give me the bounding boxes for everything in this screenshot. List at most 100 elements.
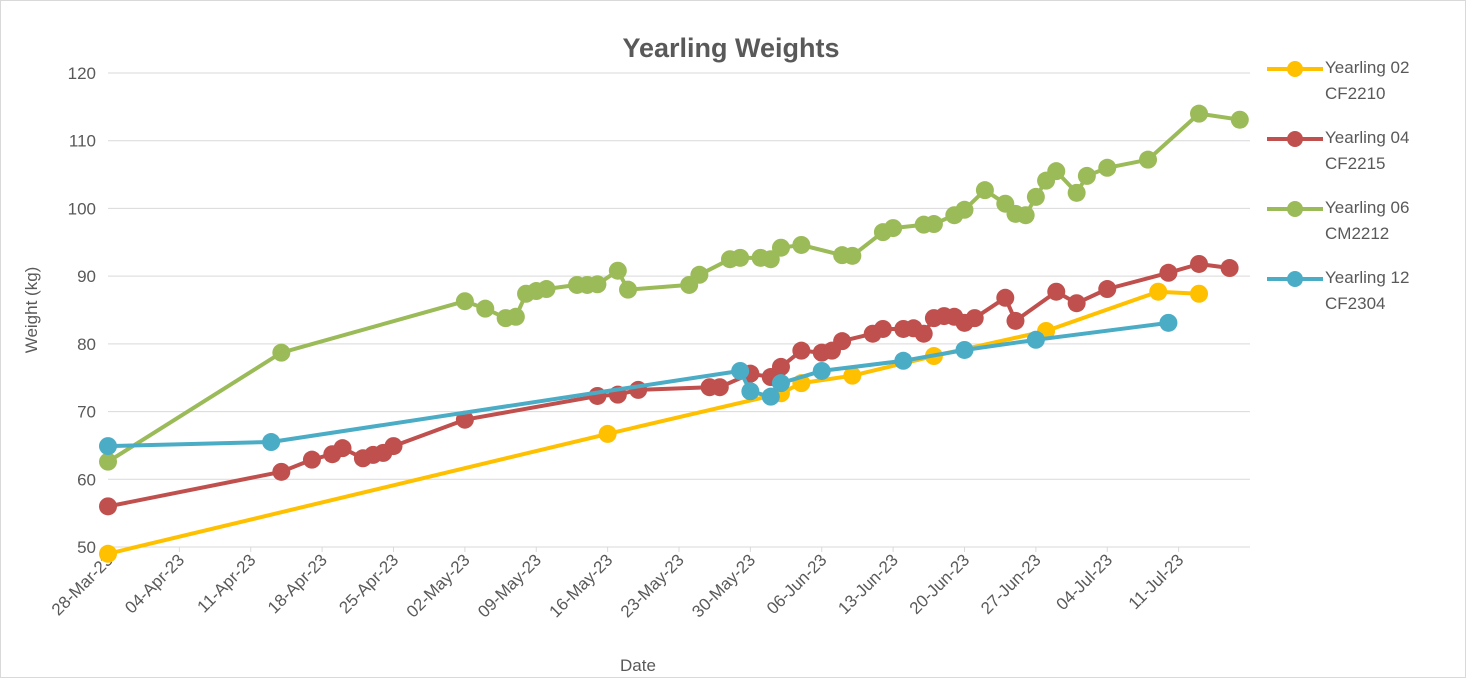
x-tick-label: 20-Jun-23	[906, 550, 974, 618]
y-axis-title: Weight (kg)	[22, 267, 41, 354]
x-tick-label: 06-Jun-23	[763, 550, 831, 618]
data-point	[1190, 104, 1209, 123]
x-tick-label: 23-May-23	[617, 550, 688, 621]
data-point	[1067, 294, 1086, 313]
data-point	[1098, 158, 1117, 177]
data-point	[710, 378, 729, 397]
x-tick-label: 09-May-23	[474, 550, 545, 621]
data-point	[272, 343, 291, 362]
data-point	[608, 261, 627, 280]
y-tick-label: 80	[77, 335, 96, 354]
data-point	[843, 246, 862, 265]
y-tick-label: 120	[68, 64, 96, 83]
data-point	[996, 288, 1015, 307]
data-point	[598, 424, 617, 443]
data-point	[771, 238, 790, 257]
data-point	[1230, 110, 1249, 129]
data-point	[1149, 282, 1168, 301]
data-point	[333, 439, 352, 458]
data-point	[955, 340, 974, 359]
x-axis-title: Date	[620, 656, 656, 675]
y-tick-label: 60	[77, 470, 96, 489]
data-point	[302, 450, 321, 469]
legend-label: Yearling 06 CM2212	[1325, 198, 1410, 243]
data-point	[955, 200, 974, 219]
data-point	[975, 181, 994, 200]
x-tick-label: 27-Jun-23	[977, 550, 1045, 618]
data-point	[99, 437, 117, 456]
data-point	[537, 280, 556, 299]
data-point	[455, 292, 474, 311]
data-point	[690, 265, 709, 284]
data-point	[384, 437, 403, 456]
data-point	[792, 341, 811, 360]
data-point	[914, 324, 933, 343]
chart-title: Yearling Weights	[622, 33, 839, 63]
data-point	[1026, 330, 1045, 349]
legend-marker	[1287, 201, 1303, 217]
x-tick-label: 11-Apr-23	[194, 550, 260, 616]
data-point	[1159, 313, 1178, 332]
data-point	[771, 357, 790, 376]
y-tick-label: 70	[77, 403, 96, 422]
x-tick-label: 11-Jul-23	[1125, 550, 1188, 613]
legend-marker	[1287, 61, 1303, 77]
data-point	[924, 215, 943, 234]
legend-label: Yearling 12 CF2304	[1325, 268, 1410, 313]
legend-label: Yearling 04 CF2215	[1325, 128, 1410, 173]
data-point	[884, 219, 903, 238]
data-point	[619, 280, 638, 299]
data-point	[812, 361, 831, 380]
data-point	[1006, 311, 1025, 330]
x-tick-label: 02-May-23	[403, 550, 474, 621]
data-point	[771, 374, 790, 393]
x-tick-label: 25-Apr-23	[335, 550, 402, 617]
data-point	[1077, 166, 1096, 185]
data-point	[965, 309, 984, 328]
y-tick-label: 90	[77, 267, 96, 286]
data-point	[1159, 263, 1178, 282]
data-point	[1047, 162, 1066, 181]
x-tick-label: 18-Apr-23	[264, 550, 331, 617]
data-point	[272, 462, 291, 481]
data-point	[1190, 254, 1209, 273]
legend-marker	[1287, 271, 1303, 287]
data-point	[262, 433, 281, 452]
data-point	[1220, 259, 1239, 278]
data-point	[1190, 284, 1209, 303]
data-point	[761, 250, 780, 269]
data-point	[99, 452, 117, 471]
data-point	[1139, 150, 1158, 169]
data-point	[1026, 187, 1045, 206]
legend-label: Yearling 02 CF2210	[1325, 58, 1410, 103]
data-point	[1047, 282, 1066, 301]
data-point	[1098, 280, 1117, 299]
data-point	[731, 248, 750, 267]
x-tick-label: 04-Jul-23	[1053, 550, 1117, 614]
data-point	[761, 387, 780, 406]
data-point	[1016, 206, 1035, 225]
data-point	[1067, 183, 1086, 202]
data-point	[792, 235, 811, 254]
data-point	[843, 366, 862, 385]
x-tick-label: 30-May-23	[688, 550, 759, 621]
data-point	[99, 497, 117, 516]
series-line	[106, 111, 1241, 464]
x-tick-label: 04-Apr-23	[121, 550, 188, 617]
data-point	[588, 275, 607, 294]
y-tick-label: 100	[68, 199, 96, 218]
y-tick-label: 110	[69, 132, 96, 151]
data-point	[731, 361, 750, 380]
data-point	[741, 382, 760, 401]
data-point	[506, 307, 525, 326]
data-point	[873, 319, 892, 338]
data-point	[833, 332, 852, 351]
legend-marker	[1287, 131, 1303, 147]
x-tick-label: 13-Jun-23	[834, 550, 902, 618]
x-tick-label: 16-May-23	[546, 550, 617, 621]
data-point	[894, 351, 913, 370]
data-point	[476, 299, 495, 318]
data-point	[99, 544, 117, 563]
